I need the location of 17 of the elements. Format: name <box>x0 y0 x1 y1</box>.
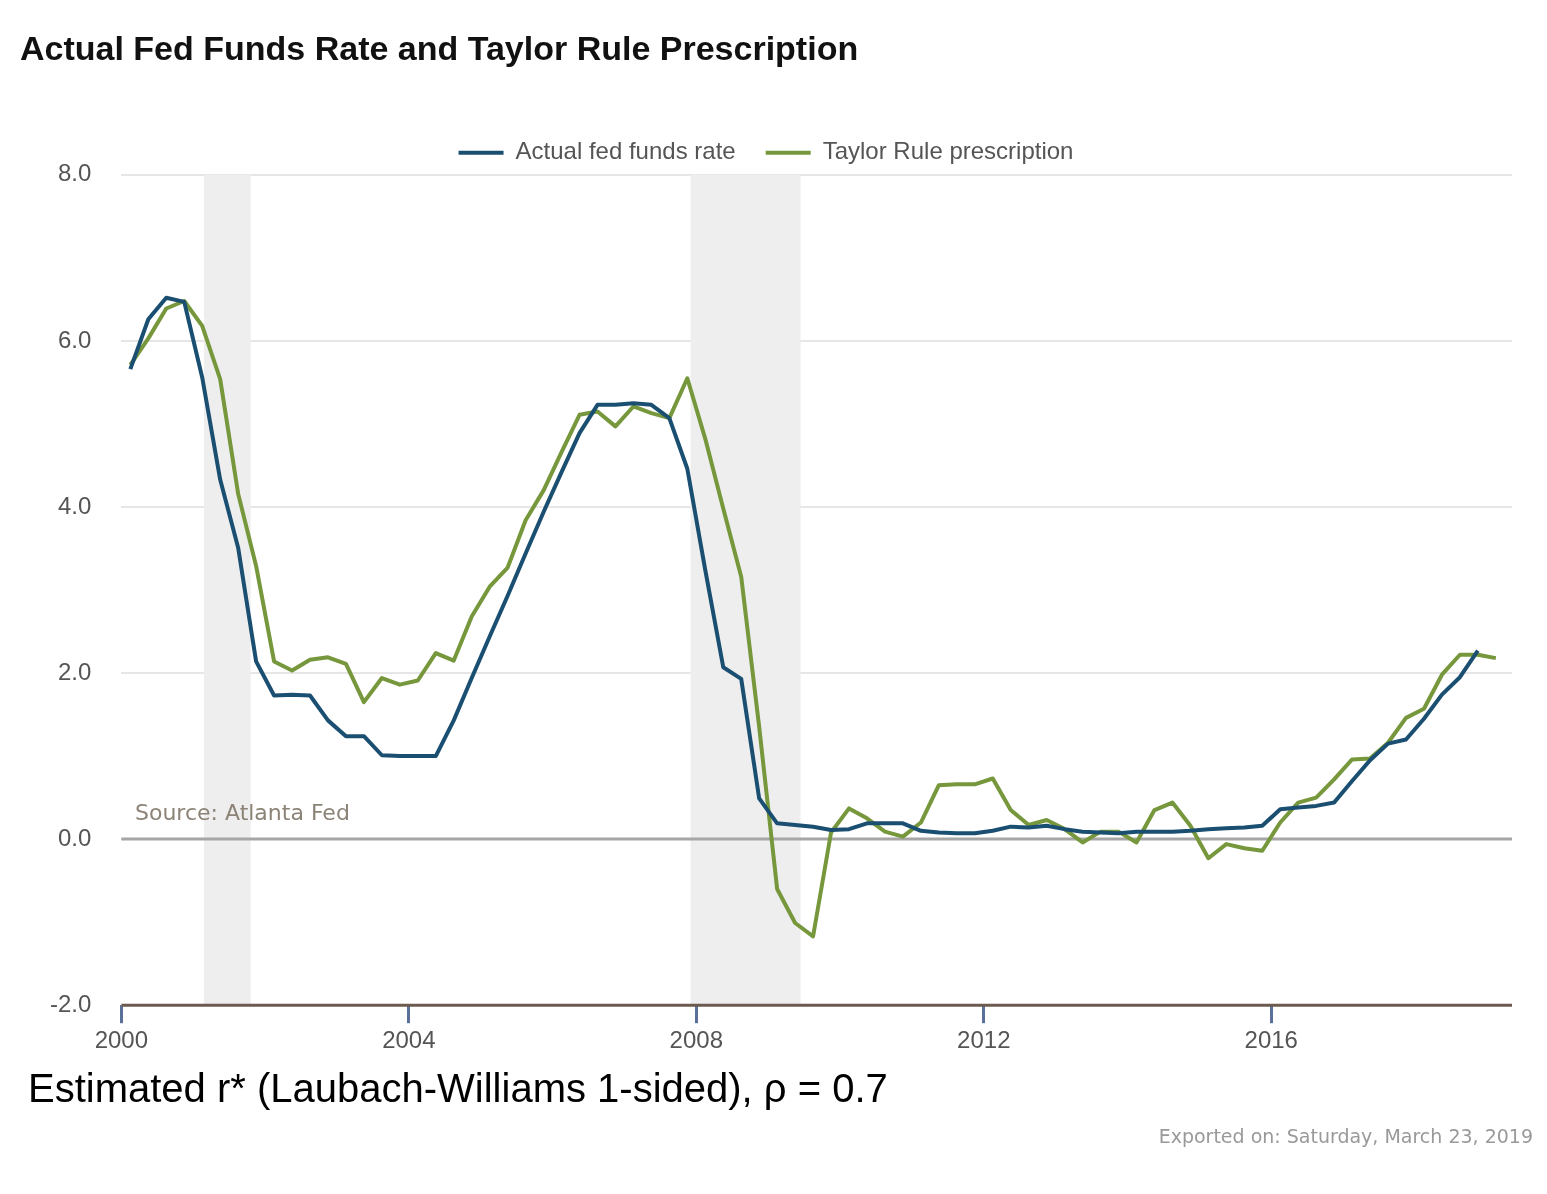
y-tick-label: 0.0 <box>57 823 92 851</box>
legend-label: Taylor Rule prescription <box>822 137 1074 165</box>
y-tick-label: -2.0 <box>50 989 92 1017</box>
x-tick-label: 2016 <box>1244 1026 1298 1054</box>
x-tick-label: 2008 <box>669 1026 723 1054</box>
y-tick-label: 2.0 <box>57 657 92 685</box>
chart-title: Actual Fed Funds Rate and Taylor Rule Prescription <box>20 28 859 67</box>
text: Exported on: Saturday, March 23, 2019 <box>1157 1125 1533 1147</box>
annotation: Source: Atlanta Fed <box>135 800 350 825</box>
y-tick-label: 8.0 <box>57 159 92 187</box>
x-tick-label: 2004 <box>382 1026 436 1054</box>
y-tick-label: 4.0 <box>57 491 92 519</box>
x-tick-label: 2012 <box>957 1026 1011 1054</box>
text: Estimated r* (Laubach-Williams 1-sided), ρ = 0.7 <box>28 1066 889 1111</box>
x-tick-label: 2000 <box>94 1026 149 1054</box>
legend-label: Actual fed funds rate <box>515 137 736 165</box>
y-tick-label: 6.0 <box>57 325 92 353</box>
